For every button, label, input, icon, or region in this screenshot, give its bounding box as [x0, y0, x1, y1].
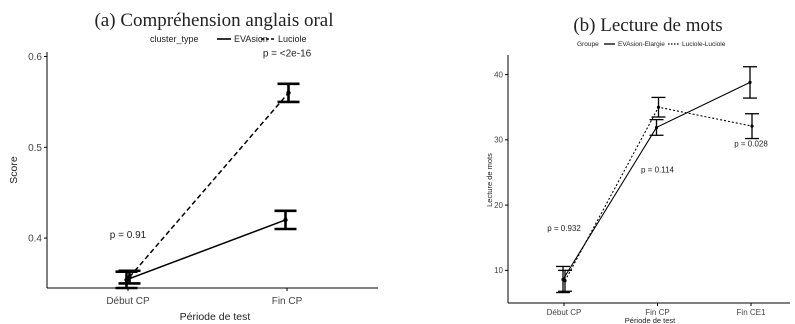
panel-a-chart: (a) Compréhension anglais oral cluster_t… [8, 10, 378, 323]
panel-a-legend-label: Luciole [278, 34, 307, 44]
panel-b-legend-title: Groupe [577, 41, 599, 48]
p-value-annotation: p = 0.028 [734, 139, 768, 148]
panel-b-title: (b) Lecture de mots [573, 15, 722, 36]
data-point [283, 217, 288, 223]
y-tick-label: 0.4 [28, 234, 42, 245]
y-tick-label: 10 [494, 266, 503, 275]
panel-b-y-axis-label: Lecture de mots [485, 153, 494, 207]
data-point [563, 279, 567, 283]
series-line-luciole [128, 92, 290, 278]
y-tick-label: 40 [494, 70, 503, 79]
data-point [656, 105, 661, 109]
p-value-annotation: p = 0.114 [641, 165, 675, 174]
panel-b-legend: Groupe EVAsion-Elargie Luciole-Luciole [577, 41, 726, 48]
p-value-annotation: p = 0.932 [547, 224, 581, 233]
y-tick-label: 30 [494, 136, 503, 145]
data-point [286, 90, 291, 96]
series-line-luciole-luciole [564, 106, 753, 282]
data-point [127, 274, 132, 280]
panel-a-legend-title: cluster_type [150, 34, 199, 44]
panel-b-x-axis-label: Période de test [625, 316, 676, 324]
y-tick-label: 20 [494, 201, 503, 210]
y-tick-label: 0.6 [28, 52, 42, 63]
panel-a-legend: cluster_type EVAsion Luciole [150, 34, 307, 44]
data-point [748, 80, 752, 85]
panel-b-chart: (b) Lecture de mots Groupe EVAsion-Elarg… [485, 15, 790, 324]
panel-a-title: (a) Compréhension anglais oral [94, 10, 333, 31]
x-tick-label: Fin CP [645, 308, 669, 317]
data-point [654, 125, 659, 130]
panel-b-legend-label: Luciole-Luciole [682, 41, 726, 48]
p-value-annotation: p = 0.91 [110, 230, 147, 241]
panel-a-y-axis-label: Score [8, 156, 20, 184]
series-line-evasion [126, 219, 286, 281]
y-tick-label: 0.5 [28, 143, 42, 154]
x-tick-label: Début CP [106, 296, 150, 307]
x-tick-label: Fin CP [272, 296, 303, 307]
data-point [124, 277, 129, 283]
data-point [750, 124, 754, 128]
x-tick-label: Début CP [547, 308, 582, 317]
p-value-annotation: p = <2e-16 [263, 49, 312, 60]
panel-b-legend-label: EVAsion-Elargie [618, 41, 665, 48]
panel-a-x-axis-label: Période de test [180, 311, 251, 323]
panel-a-legend-label: EVAsion [234, 34, 268, 44]
x-tick-label: Fin CE1 [737, 308, 766, 317]
